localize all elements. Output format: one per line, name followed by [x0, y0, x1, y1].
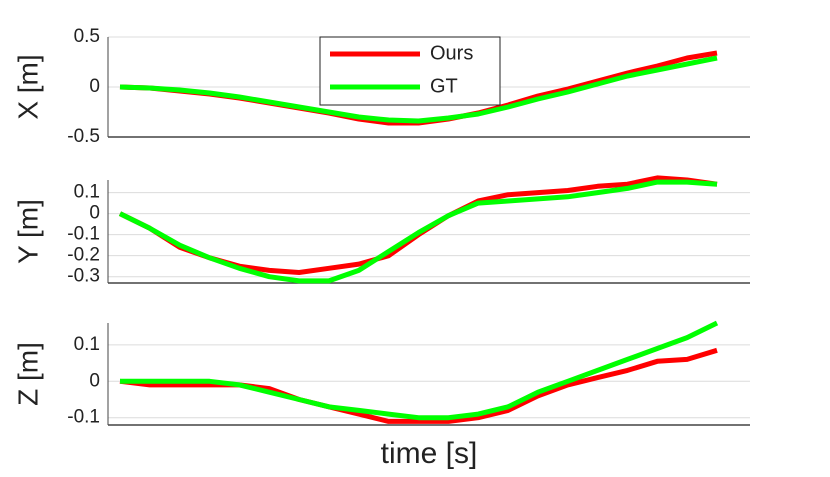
series-line — [119, 55, 718, 124]
y-tick-label: -0.5 — [67, 126, 100, 147]
y-tick-label: 0 — [89, 76, 100, 97]
x-axis-label: time [s] — [381, 437, 478, 470]
y-tick-label: 0.1 — [74, 334, 100, 355]
y-tick-label: 0 — [89, 203, 100, 224]
y-axis-label: X [m] — [12, 54, 43, 119]
y-tick-label: 0.1 — [74, 182, 100, 203]
series-line — [118, 179, 718, 284]
legend-label: Ours — [430, 42, 473, 64]
y-axis-label: Z [m] — [12, 342, 43, 406]
y-tick-label: -0.2 — [67, 245, 100, 266]
y-tick-label: -0.1 — [67, 224, 100, 245]
legend-label: GT — [430, 75, 458, 97]
y-axis-label: Y [m] — [12, 199, 43, 264]
y-tick-label: -0.3 — [67, 266, 100, 287]
y-tick-label: -0.1 — [67, 407, 100, 428]
y-tick-label: 0 — [89, 370, 100, 391]
y-tick-label: 0.5 — [74, 26, 100, 47]
legend-box — [319, 36, 501, 106]
series-line — [120, 320, 719, 421]
